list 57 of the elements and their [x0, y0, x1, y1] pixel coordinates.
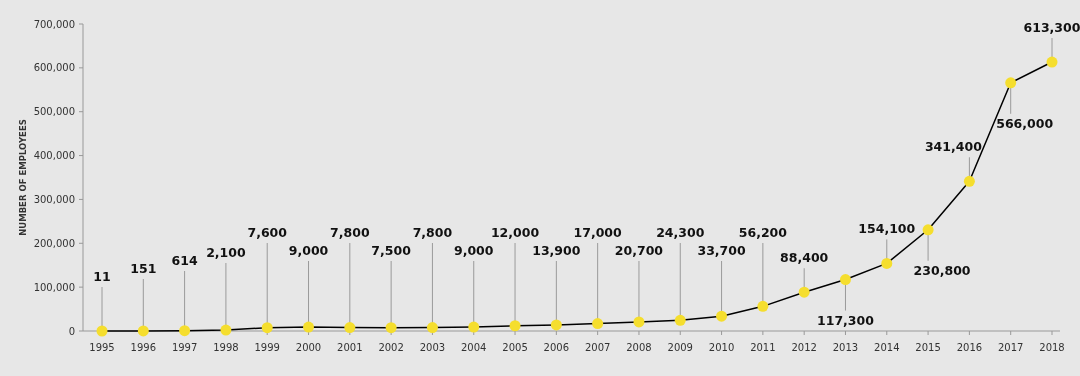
data-label: 117,300 [817, 312, 875, 328]
data-label: 7,500 [371, 243, 412, 258]
x-tick-label: 1997 [171, 342, 198, 353]
x-tick-label: 2007 [584, 342, 611, 353]
data-label: 2,100 [206, 245, 246, 260]
data-label: 13,900 [532, 243, 581, 258]
data-label: 20,700 [614, 243, 664, 258]
data-label: 56,200 [738, 225, 788, 240]
x-tick-label: 2017 [997, 342, 1024, 353]
x-tick-label: 1999 [254, 342, 280, 353]
data-label: 613,300 [1023, 20, 1080, 36]
x-tick-label: 2018 [1039, 342, 1065, 353]
x-tick-label: 2010 [708, 342, 735, 353]
y-tick-label: 300,000 [33, 193, 75, 205]
y-tick-label: 400,000 [33, 150, 75, 162]
x-tick-label: 2004 [461, 342, 487, 353]
x-tick-label: 2009 [667, 342, 693, 353]
data-label: 7,800 [412, 225, 453, 240]
y-tick-label: 500,000 [33, 106, 75, 118]
x-tick-label: 2011 [750, 342, 776, 353]
x-tick-label: 2001 [337, 342, 363, 353]
y-tick-label: 600,000 [33, 62, 75, 74]
x-tick-label: 2002 [378, 342, 404, 353]
data-label: 154,100 [858, 221, 916, 237]
data-label: 230,800 [913, 262, 971, 278]
x-tick-label: 2003 [419, 342, 446, 353]
data-label: 24,300 [656, 225, 705, 240]
data-label: 11 [93, 269, 111, 284]
data-label: 7,800 [330, 225, 370, 240]
x-tick-label: 1995 [89, 342, 115, 353]
x-tick-label: 1998 [213, 342, 239, 353]
x-tick-label: 2013 [832, 342, 859, 353]
x-tick-label: 2005 [502, 342, 528, 353]
x-tick-label: 2012 [791, 342, 817, 353]
x-tick-label: 2000 [295, 342, 322, 353]
data-label: 614 [171, 253, 198, 268]
data-label: 9,000 [453, 243, 494, 258]
x-tick-label: 2014 [874, 342, 900, 353]
x-tick-label: 2008 [626, 342, 652, 353]
y-tick-label: 0 [68, 325, 75, 337]
x-tick-label: 2016 [956, 342, 983, 353]
x-tick-label: 2006 [543, 342, 570, 353]
data-label: 12,000 [490, 225, 540, 240]
data-label: 17,000 [573, 225, 623, 240]
data-label: 9,000 [288, 243, 329, 258]
data-label: 33,700 [697, 243, 746, 258]
data-label: 341,400 [924, 139, 983, 155]
data-label: 7,600 [247, 225, 288, 240]
x-tick-label: 2015 [915, 342, 941, 353]
y-axis-title: NUMBER OF EMPLOYEES [18, 119, 28, 236]
y-tick-label: 200,000 [33, 237, 75, 249]
y-tick-label: 700,000 [33, 18, 75, 30]
data-label: 566,000 [996, 115, 1054, 131]
x-tick-label: 1996 [130, 342, 157, 353]
data-label: 151 [130, 261, 157, 276]
data-label: 88,400 [780, 250, 829, 266]
y-tick-label: 100,000 [33, 281, 75, 293]
